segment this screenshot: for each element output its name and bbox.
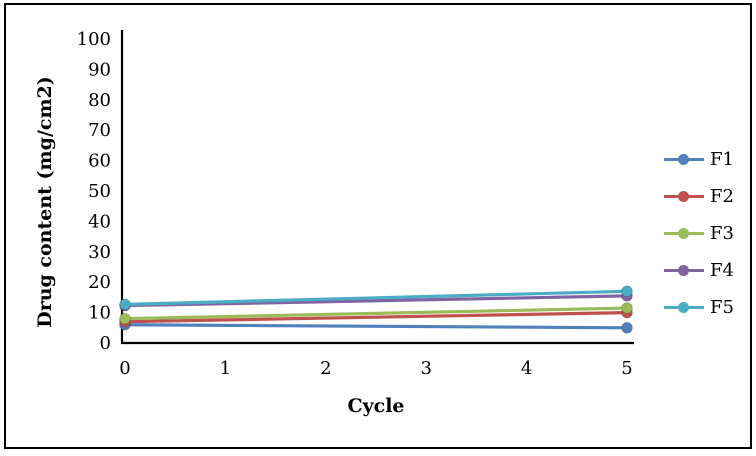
series-line-f4 (124, 294, 628, 308)
legend-dot-icon (678, 264, 689, 276)
legend-line-marker-icon (664, 301, 704, 313)
x-tick-label: 1 (220, 358, 231, 379)
x-tick-label: 3 (420, 358, 431, 379)
legend: F1 F2 F3 F4 F5 (664, 141, 756, 326)
legend-label: F1 (710, 148, 734, 170)
legend-item-f1: F1 (664, 141, 756, 178)
legend-line-marker-icon (664, 227, 704, 239)
legend-line-marker-icon (664, 264, 704, 276)
series-line-f2 (124, 311, 628, 324)
y-tick-label: 20 (88, 272, 111, 293)
legend-dot-icon (678, 190, 689, 202)
y-tick-label: 60 (88, 151, 111, 172)
legend-label: F5 (710, 296, 734, 318)
y-tick-label: 10 (88, 303, 111, 324)
legend-label: F3 (710, 222, 734, 244)
y-tick-label: 50 (88, 181, 111, 202)
series-line-f5 (124, 289, 628, 306)
legend-line-marker-icon (664, 153, 704, 165)
legend-dot-icon (678, 153, 689, 165)
x-axis-title: Cycle (347, 395, 405, 417)
legend-line-marker-icon (664, 190, 704, 202)
x-tick-label: 5 (621, 358, 632, 379)
plot-area: 0 10 20 30 40 50 60 70 80 90 100 0 1 2 3 4 5 (77, 29, 634, 379)
chart-frame: 0 10 20 30 40 50 60 70 80 90 100 0 1 2 3 4 5 Drug conten… (4, 3, 752, 449)
legend-dot-icon (678, 301, 689, 313)
y-tick-label: 90 (88, 59, 111, 80)
legend-label: F2 (710, 185, 734, 207)
x-tick-label: 2 (320, 358, 331, 379)
legend-item-f3: F3 (664, 215, 756, 252)
y-axis-title: Drug content (mg/cm2) (34, 76, 56, 328)
y-tick-label: 80 (88, 90, 111, 111)
series-marker-f5 (119, 298, 131, 311)
legend-item-f5: F5 (664, 289, 756, 326)
legend-dot-icon (678, 227, 689, 239)
series-marker-f5 (621, 285, 633, 298)
y-tick-label: 0 (100, 333, 111, 354)
series-marker-f3 (119, 312, 131, 325)
y-tick-label: 70 (88, 120, 111, 141)
y-tick-label: 100 (77, 29, 111, 50)
x-tick-label: 4 (521, 358, 532, 379)
series-marker-f3 (621, 302, 633, 314)
legend-label: F4 (710, 259, 734, 281)
series-line-f1 (124, 323, 628, 330)
x-tick-label: 0 (119, 358, 130, 379)
legend-item-f4: F4 (664, 252, 756, 289)
legend-item-f2: F2 (664, 178, 756, 215)
series-line-f3 (124, 306, 628, 321)
y-tick-label: 40 (88, 211, 111, 232)
line-chart: 0 10 20 30 40 50 60 70 80 90 100 0 1 2 3 4 5 Drug conten… (6, 5, 750, 447)
series-marker-f1 (621, 321, 633, 334)
y-tick-label: 30 (88, 242, 111, 263)
